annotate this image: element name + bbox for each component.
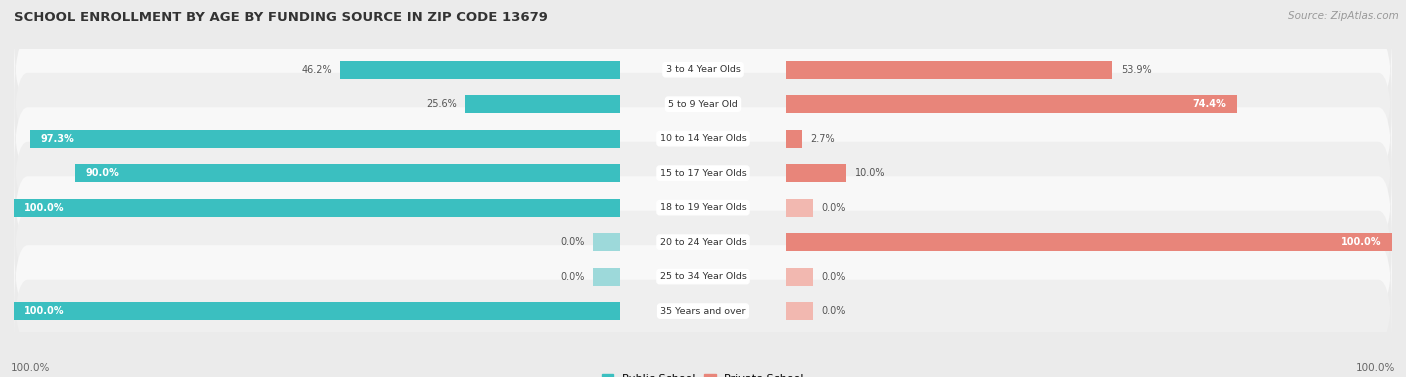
Text: 0.0%: 0.0%	[560, 237, 585, 247]
Text: 25 to 34 Year Olds: 25 to 34 Year Olds	[659, 272, 747, 281]
Text: 90.0%: 90.0%	[84, 168, 118, 178]
Legend: Public School, Private School: Public School, Private School	[598, 369, 808, 377]
Bar	[340, 61, 620, 79]
FancyBboxPatch shape	[14, 32, 1392, 107]
Bar	[786, 95, 1237, 113]
Text: 0.0%: 0.0%	[560, 271, 585, 282]
FancyBboxPatch shape	[14, 204, 1392, 280]
Bar	[786, 233, 1392, 251]
Text: 100.0%: 100.0%	[11, 363, 51, 373]
Bar	[75, 164, 620, 182]
FancyBboxPatch shape	[14, 239, 1392, 314]
Text: SCHOOL ENROLLMENT BY AGE BY FUNDING SOURCE IN ZIP CODE 13679: SCHOOL ENROLLMENT BY AGE BY FUNDING SOUR…	[14, 11, 548, 24]
Text: 100.0%: 100.0%	[1341, 237, 1382, 247]
Text: 5 to 9 Year Old: 5 to 9 Year Old	[668, 100, 738, 109]
Bar	[14, 302, 620, 320]
Text: 18 to 19 Year Olds: 18 to 19 Year Olds	[659, 203, 747, 212]
Text: 3 to 4 Year Olds: 3 to 4 Year Olds	[665, 65, 741, 74]
Text: 74.4%: 74.4%	[1192, 99, 1226, 109]
Bar	[31, 130, 620, 148]
Text: Source: ZipAtlas.com: Source: ZipAtlas.com	[1288, 11, 1399, 21]
Text: 100.0%: 100.0%	[24, 202, 65, 213]
FancyBboxPatch shape	[14, 136, 1392, 211]
Bar	[14, 199, 620, 217]
Bar	[786, 199, 813, 217]
Bar	[786, 302, 813, 320]
Text: 100.0%: 100.0%	[24, 306, 65, 316]
Text: 0.0%: 0.0%	[821, 306, 846, 316]
Bar	[465, 95, 620, 113]
FancyBboxPatch shape	[14, 101, 1392, 176]
Bar	[786, 164, 846, 182]
Text: 2.7%: 2.7%	[810, 134, 835, 144]
FancyBboxPatch shape	[14, 67, 1392, 142]
Bar	[593, 268, 620, 285]
Text: 53.9%: 53.9%	[1121, 65, 1152, 75]
Text: 10.0%: 10.0%	[855, 168, 884, 178]
Text: 97.3%: 97.3%	[41, 134, 75, 144]
FancyBboxPatch shape	[14, 170, 1392, 245]
Text: 15 to 17 Year Olds: 15 to 17 Year Olds	[659, 169, 747, 178]
Bar	[786, 61, 1112, 79]
Bar	[593, 233, 620, 251]
Text: 46.2%: 46.2%	[301, 65, 332, 75]
Text: 25.6%: 25.6%	[426, 99, 457, 109]
Text: 0.0%: 0.0%	[821, 271, 846, 282]
Text: 10 to 14 Year Olds: 10 to 14 Year Olds	[659, 134, 747, 143]
Bar	[786, 268, 813, 285]
Text: 20 to 24 Year Olds: 20 to 24 Year Olds	[659, 238, 747, 247]
Text: 100.0%: 100.0%	[1355, 363, 1395, 373]
Text: 0.0%: 0.0%	[821, 202, 846, 213]
Text: 35 Years and over: 35 Years and over	[661, 307, 745, 316]
Bar	[786, 130, 801, 148]
FancyBboxPatch shape	[14, 273, 1392, 349]
